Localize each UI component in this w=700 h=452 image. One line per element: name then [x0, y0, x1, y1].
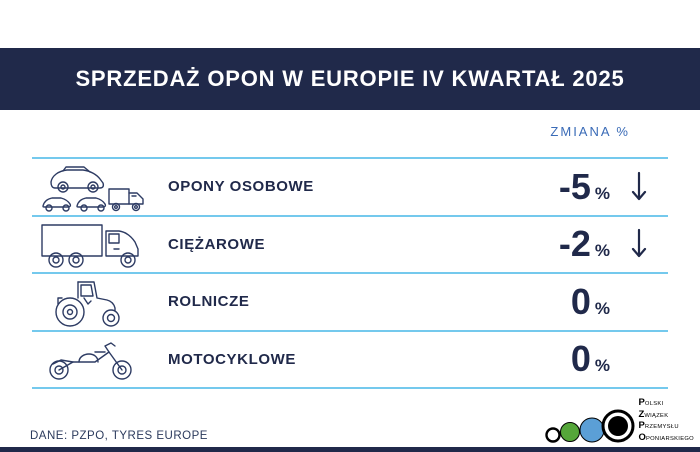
change-value: 0	[570, 280, 591, 322]
change-value: -2	[558, 223, 591, 265]
tractor-icon	[32, 276, 154, 328]
percent-sign: %	[594, 241, 610, 261]
table-row: CIĘŻAROWE -2 %	[32, 214, 668, 273]
change-column-label: ZMIANA %	[550, 124, 630, 139]
pzpo-logo-circles	[544, 409, 635, 443]
percent-sign: %	[594, 183, 610, 203]
pzpo-logo: Polski Związek Przemysłu Oponiarskiego	[544, 398, 694, 445]
percent-sign: %	[594, 298, 610, 318]
change-value: -5	[558, 165, 591, 207]
row-value: -5 %	[514, 165, 610, 207]
data-source-note: DANE: PZPO, TYRES EUROPE	[30, 430, 208, 442]
table-row: OPONY OSOBOWE -5 %	[32, 157, 668, 215]
row-label: CIĘŻAROWE	[168, 235, 266, 253]
row-value: 0 %	[514, 280, 610, 322]
table-row: ROLNICZE 0 %	[32, 272, 668, 330]
table-row: MOTOCYKLOWE 0 %	[32, 329, 668, 388]
arrow-down-icon	[610, 228, 668, 260]
data-table: OPONY OSOBOWE -5 %	[32, 157, 668, 389]
truck-icon	[32, 219, 154, 269]
row-value: 0 %	[514, 341, 610, 377]
row-label: MOTOCYKLOWE	[168, 350, 296, 368]
passenger-cars-icon	[32, 161, 154, 213]
change-value: 0	[570, 338, 591, 380]
row-value: -2 %	[514, 226, 610, 262]
row-label: OPONY OSOBOWE	[168, 178, 314, 196]
row-label: ROLNICZE	[168, 293, 250, 311]
percent-sign: %	[594, 356, 610, 376]
header-bar: SPRZEDAŻ OPON W EUROPIE IV KWARTAŁ 2025	[0, 48, 700, 110]
page-title: SPRZEDAŻ OPON W EUROPIE IV KWARTAŁ 2025	[75, 66, 625, 91]
motorcycle-icon	[32, 337, 154, 381]
bottom-accent-bar	[0, 447, 700, 452]
pzpo-logo-text: Polski Związek Przemysłu Oponiarskiego	[638, 397, 694, 443]
arrow-down-icon	[610, 171, 668, 203]
